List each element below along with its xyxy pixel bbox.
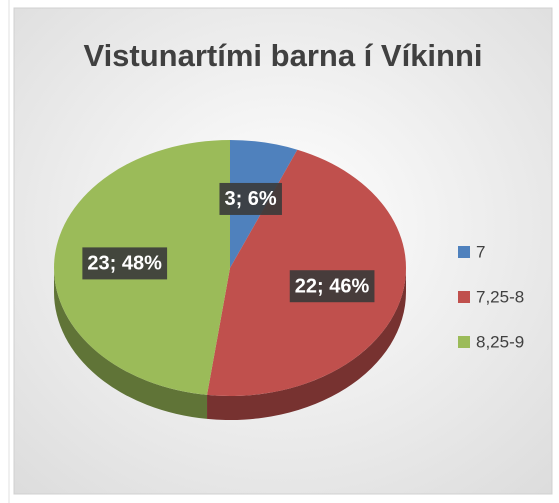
legend-label: 7 xyxy=(476,242,485,261)
data-label: 23; 48% xyxy=(87,253,162,275)
data-label-box xyxy=(82,247,168,280)
data-label: 3; 6% xyxy=(224,188,276,210)
data-label-box xyxy=(289,270,375,303)
chart-title: Vistunartími barna í Víkinni xyxy=(83,38,482,73)
legend-label: 8,25-9 xyxy=(476,332,524,351)
slice-side xyxy=(54,268,208,419)
data-label: 22; 46% xyxy=(295,276,370,298)
legend-label: 7,25-8 xyxy=(476,287,524,306)
slice-side xyxy=(207,268,406,420)
data-label-box xyxy=(219,182,282,215)
legend-swatch xyxy=(458,246,470,258)
legend-swatch xyxy=(458,291,470,303)
legend-swatch xyxy=(458,336,470,348)
